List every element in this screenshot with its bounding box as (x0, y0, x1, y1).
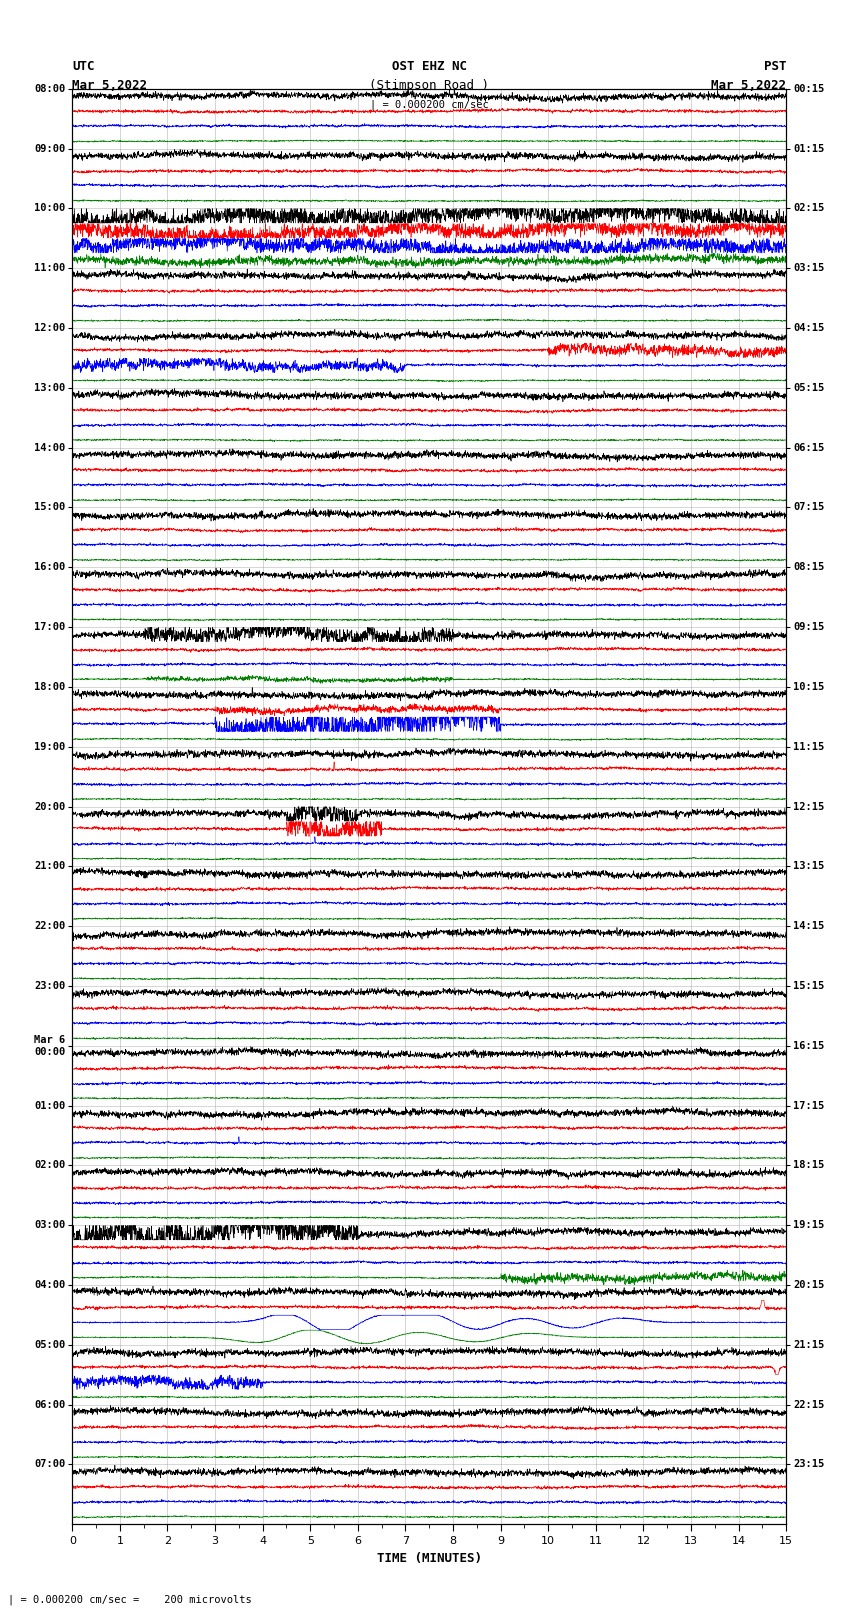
Text: Mar 5,2022: Mar 5,2022 (72, 79, 147, 92)
Text: OST EHZ NC: OST EHZ NC (392, 60, 467, 73)
Text: | = 0.000200 cm/sec =    200 microvolts: | = 0.000200 cm/sec = 200 microvolts (8, 1594, 252, 1605)
Text: Mar 5,2022: Mar 5,2022 (711, 79, 786, 92)
Text: UTC: UTC (72, 60, 94, 73)
Text: PST: PST (764, 60, 786, 73)
X-axis label: TIME (MINUTES): TIME (MINUTES) (377, 1552, 482, 1565)
Text: | = 0.000200 cm/sec: | = 0.000200 cm/sec (370, 98, 489, 110)
Text: (Stimpson Road ): (Stimpson Road ) (369, 79, 490, 92)
